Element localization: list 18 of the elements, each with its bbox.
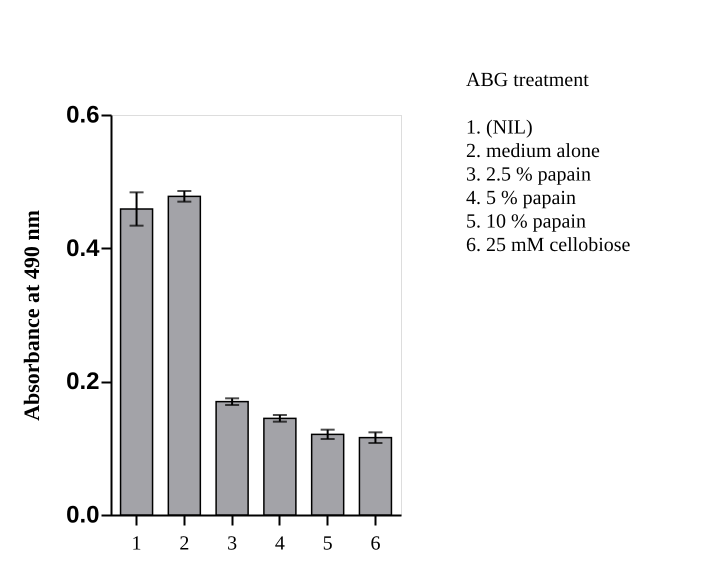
text: 3. 2.5 % papain	[466, 164, 591, 186]
x-tick-label: 6	[370, 532, 380, 554]
x-tick-label: 5	[322, 532, 333, 554]
text: 5. 10 % papain	[466, 210, 586, 232]
y-tick-label: 0.2	[66, 368, 100, 396]
text: 2. medium alone	[466, 140, 600, 162]
y-tick-label: 0.0	[66, 502, 100, 528]
x-tick-label: 4	[274, 532, 285, 554]
text: ABG treatment	[466, 69, 590, 91]
y-axis-title: Absorbance at 490 nm	[19, 210, 44, 421]
text: 6. 25 mM cellobiose	[466, 234, 631, 256]
y-tick-label: 0.4	[66, 234, 100, 262]
x-tick-label: 2	[179, 532, 190, 554]
x-tick-label: 1	[132, 532, 142, 554]
text: 4. 5 % papain	[466, 187, 576, 209]
y-tick-label: 0.6	[66, 102, 100, 128]
x-tick-label: 3	[227, 532, 238, 554]
text: 1. (NIL)	[466, 116, 533, 138]
